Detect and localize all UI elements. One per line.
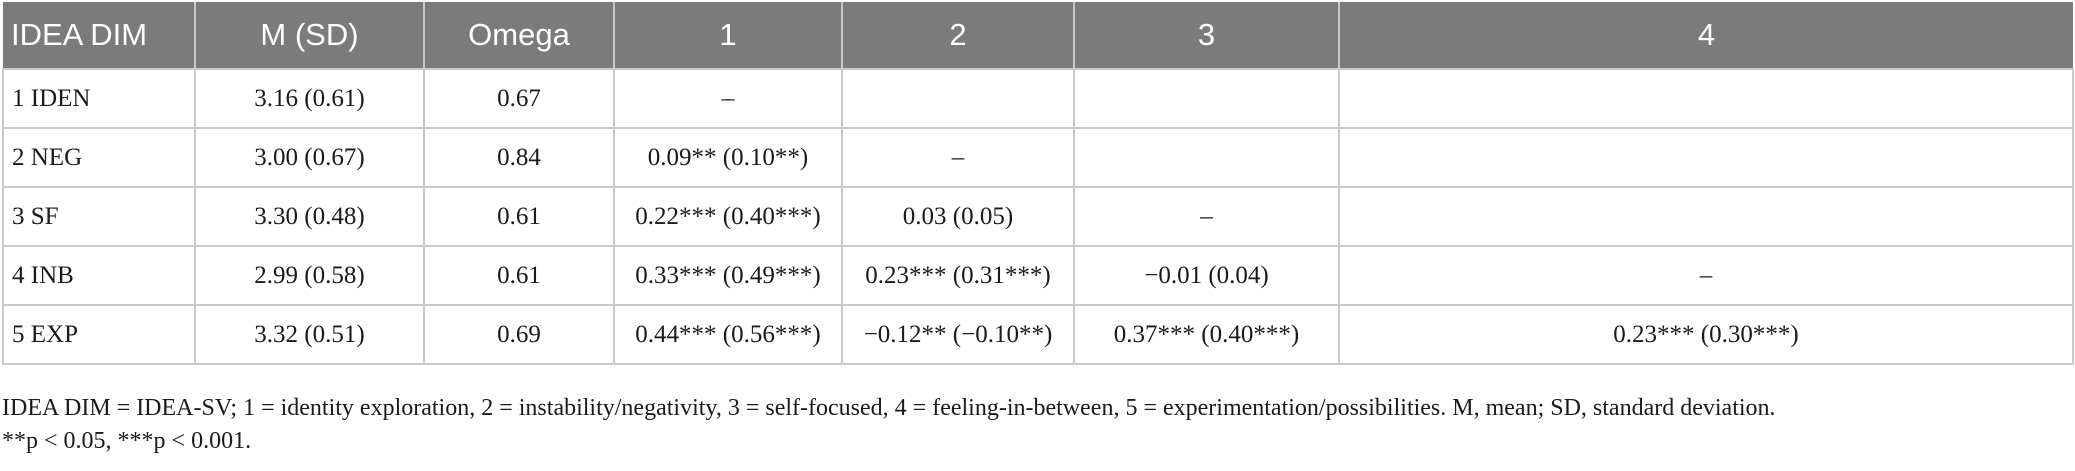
correlation-table: IDEA DIM M (SD) Omega 1 2 3 4 1 IDEN 3.16 (0.61… — [2, 2, 2074, 365]
table-cell: −0.01 (0.04) — [1073, 245, 1340, 306]
table-cell — [841, 68, 1075, 129]
column-header: 1 — [613, 2, 842, 69]
table-cell: 0.23*** (0.31***) — [841, 245, 1075, 306]
table-cell — [1073, 127, 1340, 188]
table-cell: 0.61 — [423, 245, 615, 306]
table-cell: 0.22*** (0.40***) — [613, 186, 843, 247]
table-cell — [1338, 68, 2074, 129]
table-cell: 3.00 (0.67) — [194, 127, 425, 188]
footnote-significance: **p < 0.05, ***p < 0.001. — [2, 428, 252, 454]
column-header: 2 — [841, 2, 1074, 69]
table-cell: – — [1073, 186, 1340, 247]
table-cell: 0.67 — [423, 68, 615, 129]
table-footnotes: IDEA DIM = IDEA-SV; 1 = identity explora… — [2, 392, 2072, 458]
table-cell — [1338, 127, 2074, 188]
column-header: 4 — [1338, 2, 2073, 69]
row-label-cell: 1 IDEN — [2, 68, 196, 129]
column-header: 3 — [1073, 2, 1339, 69]
table-row: 4 INB 2.99 (0.58) 0.61 0.33*** (0.49***) 0.2… — [2, 245, 2074, 306]
table-cell: −0.12** (−0.10**) — [841, 304, 1075, 365]
table-cell: 3.30 (0.48) — [194, 186, 425, 247]
column-header: IDEA DIM — [3, 2, 195, 69]
table-cell: 3.16 (0.61) — [194, 68, 425, 129]
table-cell: 0.09** (0.10**) — [613, 127, 843, 188]
table-cell: 0.61 — [423, 186, 615, 247]
table-cell: 0.69 — [423, 304, 615, 365]
table-cell: 0.03 (0.05) — [841, 186, 1075, 247]
table-cell: 0.37*** (0.40***) — [1073, 304, 1340, 365]
table-row: 2 NEG 3.00 (0.67) 0.84 0.09** (0.10**) – — [2, 127, 2074, 188]
correlation-table-container: IDEA DIM M (SD) Omega 1 2 3 4 1 IDEN 3.16 (0.61… — [2, 2, 2074, 365]
table-cell: 3.32 (0.51) — [194, 304, 425, 365]
footnote-definitions: IDEA DIM = IDEA-SV; 1 = identity explora… — [2, 395, 1776, 421]
table-row: 3 SF 3.30 (0.48) 0.61 0.22*** (0.40***) 0.03… — [2, 186, 2074, 247]
table-cell — [1338, 186, 2074, 247]
table-cell: 0.33*** (0.49***) — [613, 245, 843, 306]
table-cell: 0.23*** (0.30***) — [1338, 304, 2074, 365]
column-header: Omega — [423, 2, 614, 69]
table-cell: – — [1338, 245, 2074, 306]
table-row: 1 IDEN 3.16 (0.61) 0.67– — [2, 68, 2074, 129]
table-header-row: IDEA DIM M (SD) Omega 1 2 3 4 — [3, 2, 2073, 69]
table-cell: 0.44*** (0.56***) — [613, 304, 843, 365]
row-label-cell: 4 INB — [2, 245, 196, 306]
row-label-cell: 3 SF — [2, 186, 196, 247]
table-cell: – — [841, 127, 1075, 188]
table-cell: 0.84 — [423, 127, 615, 188]
table-cell — [1073, 68, 1340, 129]
column-header: M (SD) — [194, 2, 424, 69]
table-body: 1 IDEN 3.16 (0.61) 0.67–2 NEG 3.00 (0.67) 0.… — [2, 68, 2074, 365]
row-label-cell: 5 EXP — [2, 304, 196, 365]
table-cell: – — [613, 68, 843, 129]
table-cell: 2.99 (0.58) — [194, 245, 425, 306]
table-row: 5 EXP 3.32 (0.51) 0.69 0.44*** (0.56***) −0.… — [2, 304, 2074, 365]
row-label-cell: 2 NEG — [2, 127, 196, 188]
